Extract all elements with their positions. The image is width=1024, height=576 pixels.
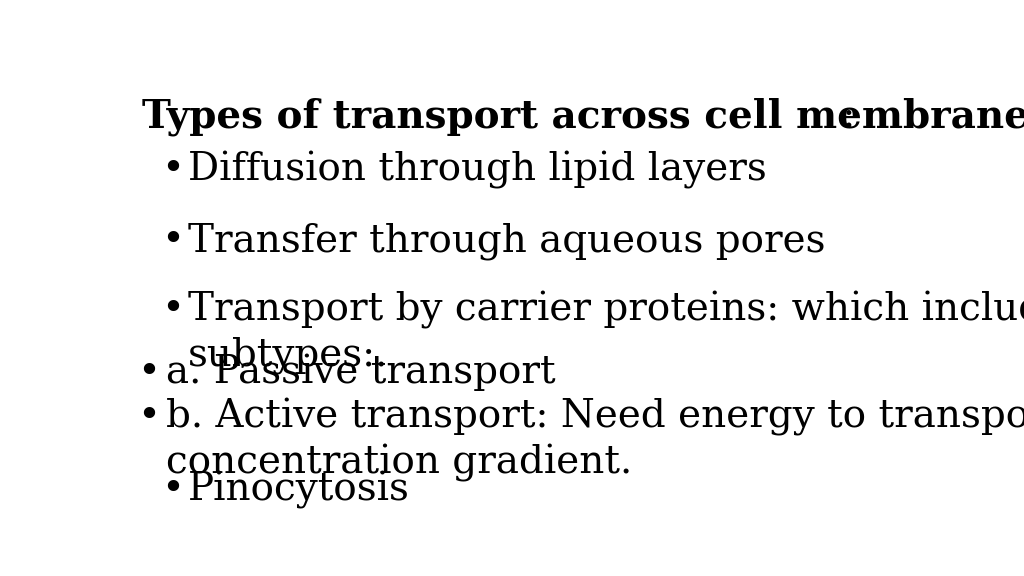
Text: Transport by carrier proteins: which include two main
subtypes:.: Transport by carrier proteins: which inc… xyxy=(187,291,1024,374)
Text: •: • xyxy=(162,222,184,259)
Text: Pinocytosis: Pinocytosis xyxy=(187,471,410,509)
Text: Transfer through aqueous pores: Transfer through aqueous pores xyxy=(187,222,825,260)
Text: •: • xyxy=(162,151,184,188)
Text: b. Active transport: Need energy to transport against
concentration gradient.: b. Active transport: Need energy to tran… xyxy=(166,398,1024,482)
Text: •: • xyxy=(137,354,161,391)
Text: •: • xyxy=(162,471,184,507)
Text: :: : xyxy=(829,98,855,135)
Text: a. Passive transport: a. Passive transport xyxy=(166,354,556,391)
Text: Diffusion through lipid layers: Diffusion through lipid layers xyxy=(187,151,766,189)
Text: •: • xyxy=(162,291,184,328)
Text: •: • xyxy=(137,398,161,435)
Text: Types of transport across cell membrane: Types of transport across cell membrane xyxy=(142,98,1024,137)
